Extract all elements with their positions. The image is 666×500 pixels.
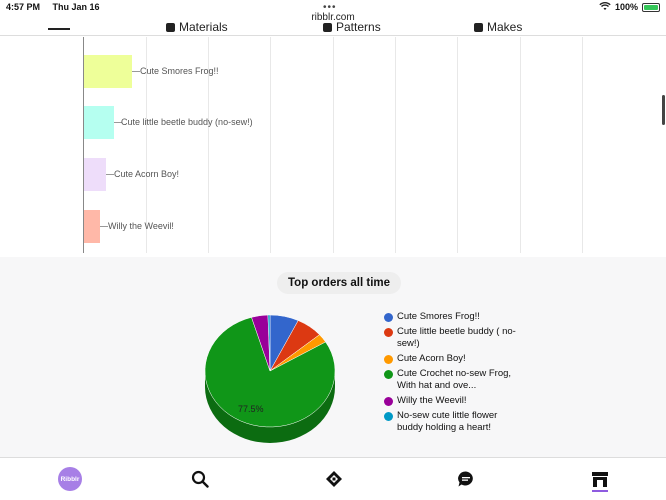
storefront-icon [592, 472, 608, 487]
bar-smores-frog [84, 55, 132, 88]
grid-line [520, 37, 521, 253]
pie-slice[interactable] [204, 317, 336, 428]
bar-tick [106, 174, 114, 175]
legend-swatch [384, 370, 393, 379]
bar-label: Willy the Weevil! [108, 221, 174, 231]
materials-icon [166, 22, 175, 32]
status-bar: 4:57 PM Thu Jan 16 100% [0, 0, 666, 14]
status-time-date: 4:57 PM Thu Jan 16 [6, 2, 110, 12]
analytics-page[interactable]: Cute Smores Frog!! Cute little beetle bu… [0, 37, 666, 457]
legend-item[interactable]: Cute little beetle buddy ( no-sew!) [384, 326, 524, 350]
patterns-icon [323, 22, 332, 32]
bar-acorn-boy [84, 158, 106, 191]
tab-messages[interactable] [453, 466, 479, 492]
tab-search[interactable] [187, 466, 213, 492]
legend-swatch [384, 355, 393, 364]
legend-swatch [384, 412, 393, 421]
bar-tick [114, 122, 122, 123]
bar-label: Cute Smores Frog!! [140, 66, 219, 76]
top-nav: Materials Patterns Makes [0, 22, 666, 36]
nav-materials-label: Materials [179, 22, 228, 34]
pie-percent-label: 77.5% [238, 404, 264, 414]
chat-bubble-icon [458, 471, 473, 487]
legend-label: Cute little beetle buddy ( no-sew!) [397, 326, 516, 349]
legend-label: No-sew cute little flower buddy holding … [397, 410, 498, 433]
legend-label: Cute Acorn Boy! [397, 353, 466, 364]
tab-shop[interactable] [587, 466, 613, 492]
bar-willy-weevil [84, 210, 100, 243]
pie-chart: 77.5% [198, 311, 342, 451]
nav-materials[interactable]: Materials [166, 22, 228, 34]
status-time: 4:57 PM [6, 2, 41, 12]
tab-explore[interactable] [321, 466, 347, 492]
makes-icon [474, 22, 483, 32]
grid-line [333, 37, 334, 253]
nav-makes[interactable]: Makes [474, 22, 522, 34]
scrollbar-thumb[interactable] [662, 95, 665, 125]
pie-slice[interactable] [267, 314, 271, 372]
grid-line [270, 37, 271, 253]
grid-line [208, 37, 209, 253]
legend-item[interactable]: Cute Smores Frog!! [384, 311, 524, 323]
search-icon [191, 470, 209, 488]
bar-beetle-buddy [84, 106, 114, 139]
nav-makes-label: Makes [487, 22, 523, 34]
legend-label: Willy the Weevil! [397, 395, 467, 406]
legend-swatch [384, 328, 393, 337]
grid-line [457, 37, 458, 253]
nav-patterns[interactable]: Patterns [323, 22, 381, 34]
nav-patterns-label: Patterns [336, 22, 381, 34]
legend-item[interactable]: Cute Acorn Boy! [384, 353, 524, 365]
pie-legend: Cute Smores Frog!! Cute little beetle bud… [384, 311, 524, 437]
status-date: Thu Jan 16 [52, 2, 100, 12]
bar-label: Cute little beetle buddy (no-sew!) [121, 117, 253, 127]
pie-slice-side [205, 371, 335, 443]
pie-chart-svg: 77.5% [204, 314, 336, 443]
battery-icon [642, 2, 660, 12]
pie-chart-title: Top orders all time [277, 272, 402, 294]
legend-item[interactable]: Willy the Weevil! [384, 395, 524, 407]
bar-chart: Cute Smores Frog!! Cute little beetle bu… [0, 37, 666, 257]
legend-item[interactable]: No-sew cute little flower buddy holding … [384, 410, 524, 434]
battery-percent: 100% [614, 2, 638, 12]
url-text[interactable]: ribblr.com [311, 12, 355, 23]
legend-swatch [384, 397, 393, 406]
bar-label: Cute Acorn Boy! [114, 169, 180, 179]
wifi-icon [599, 1, 611, 13]
active-tab-indicator [592, 490, 608, 492]
bar-tick [100, 226, 108, 227]
bottom-tab-bar: Ribblr [0, 457, 666, 500]
legend-label: Cute Smores Frog!! [397, 311, 480, 322]
legend-item[interactable]: Cute Crochet no-sew Frog, With hat and o… [384, 368, 524, 392]
hamburger-menu-icon[interactable] [48, 28, 70, 30]
more-dots-icon[interactable]: ••• [323, 2, 337, 13]
status-indicators: 100% [599, 1, 660, 13]
bar-tick [132, 71, 140, 72]
y-axis [83, 37, 84, 253]
legend-swatch [384, 313, 393, 322]
avatar: Ribblr [58, 467, 82, 491]
legend-label: Cute Crochet no-sew Frog, With hat and o… [397, 368, 512, 391]
grid-line [582, 37, 583, 253]
diamond-grid-icon [326, 471, 342, 487]
grid-line [395, 37, 396, 253]
tab-profile[interactable]: Ribblr [57, 466, 83, 492]
grid-line [146, 37, 147, 253]
